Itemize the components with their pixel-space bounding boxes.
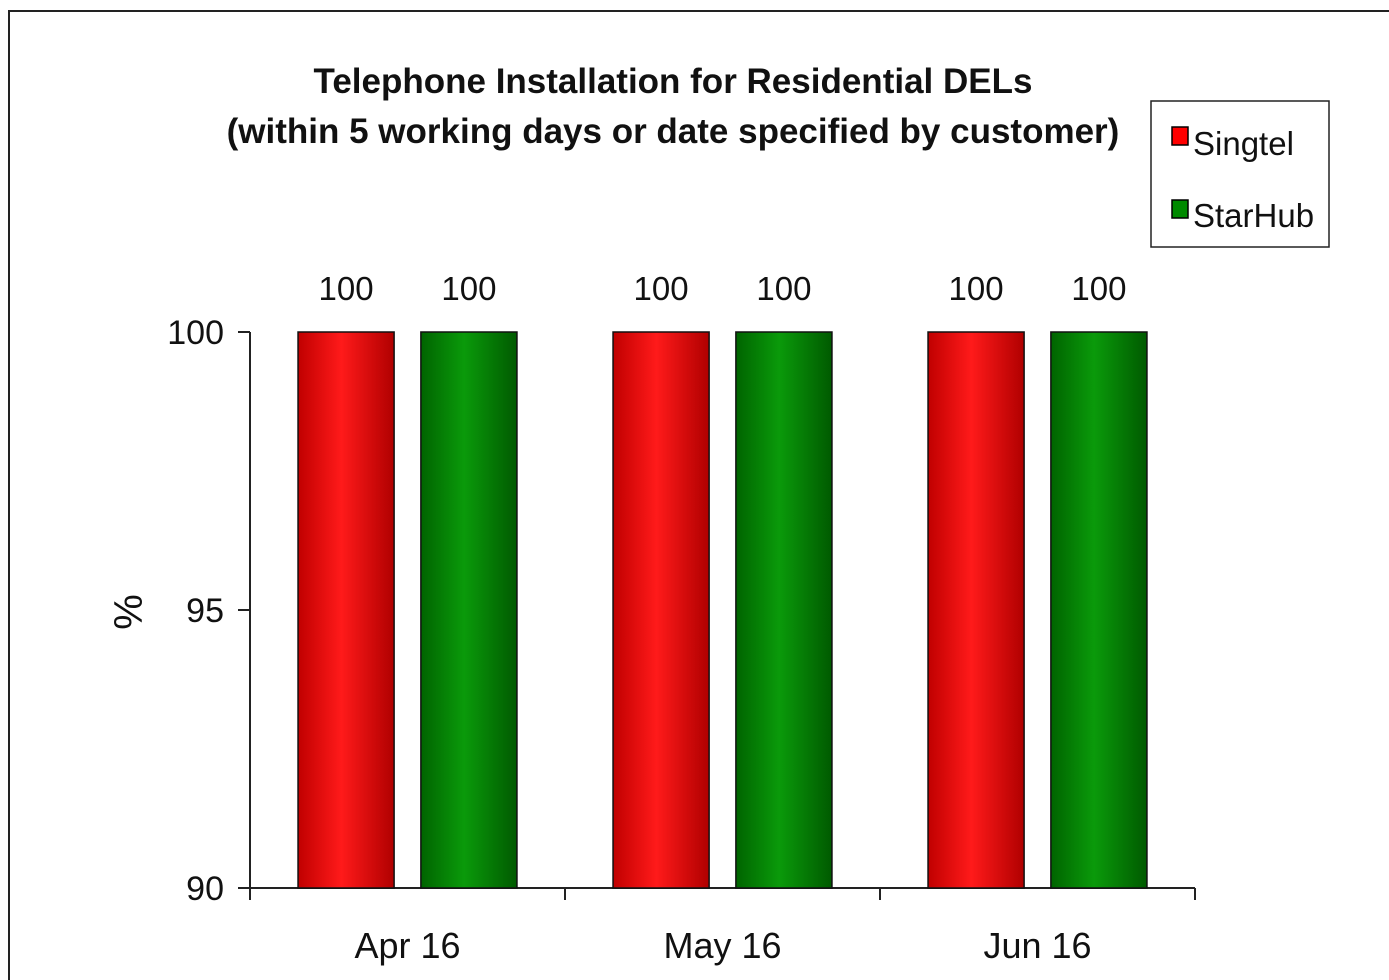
bar-singtel-jun-16 [927,331,1025,889]
legend-label-starhub: StarHub [1193,197,1314,234]
y-tick-label: 95 [186,592,224,630]
x-category-label: Jun 16 [983,925,1091,966]
bar-starhub-may-16 [735,331,833,889]
legend-box [1150,100,1330,248]
chart-subtitle: (within 5 working days or date specified… [227,112,1120,151]
data-label: 100 [949,270,1004,307]
bar-starhub-apr-16 [420,331,518,889]
legend-label-singtel: Singtel [1193,125,1294,162]
bar-singtel-apr-16 [297,331,395,889]
bars [297,331,1148,889]
chart-frame [8,10,1389,980]
data-labels: 100 100 100 100 100 100 [319,270,1127,307]
data-label: 100 [634,270,689,307]
legend-swatch-singtel [1171,126,1189,146]
axes: 90 95 100 Apr 16 May 16 Jun 16 [167,314,1196,966]
data-label: 100 [319,270,374,307]
y-tick-label: 90 [186,870,224,908]
bar-singtel-may-16 [612,331,710,889]
x-category-label: Apr 16 [354,925,460,966]
data-label: 100 [1071,270,1126,307]
legend: Singtel StarHub [1150,100,1330,248]
y-tick-label: 100 [167,314,224,352]
y-axis-label: % [107,594,151,630]
chart-title: Telephone Installation for Residential D… [314,62,1033,101]
legend-swatch-starhub [1171,199,1189,219]
data-label: 100 [441,270,496,307]
bar-starhub-jun-16 [1050,331,1148,889]
x-category-label: May 16 [663,925,781,966]
data-label: 100 [756,270,811,307]
